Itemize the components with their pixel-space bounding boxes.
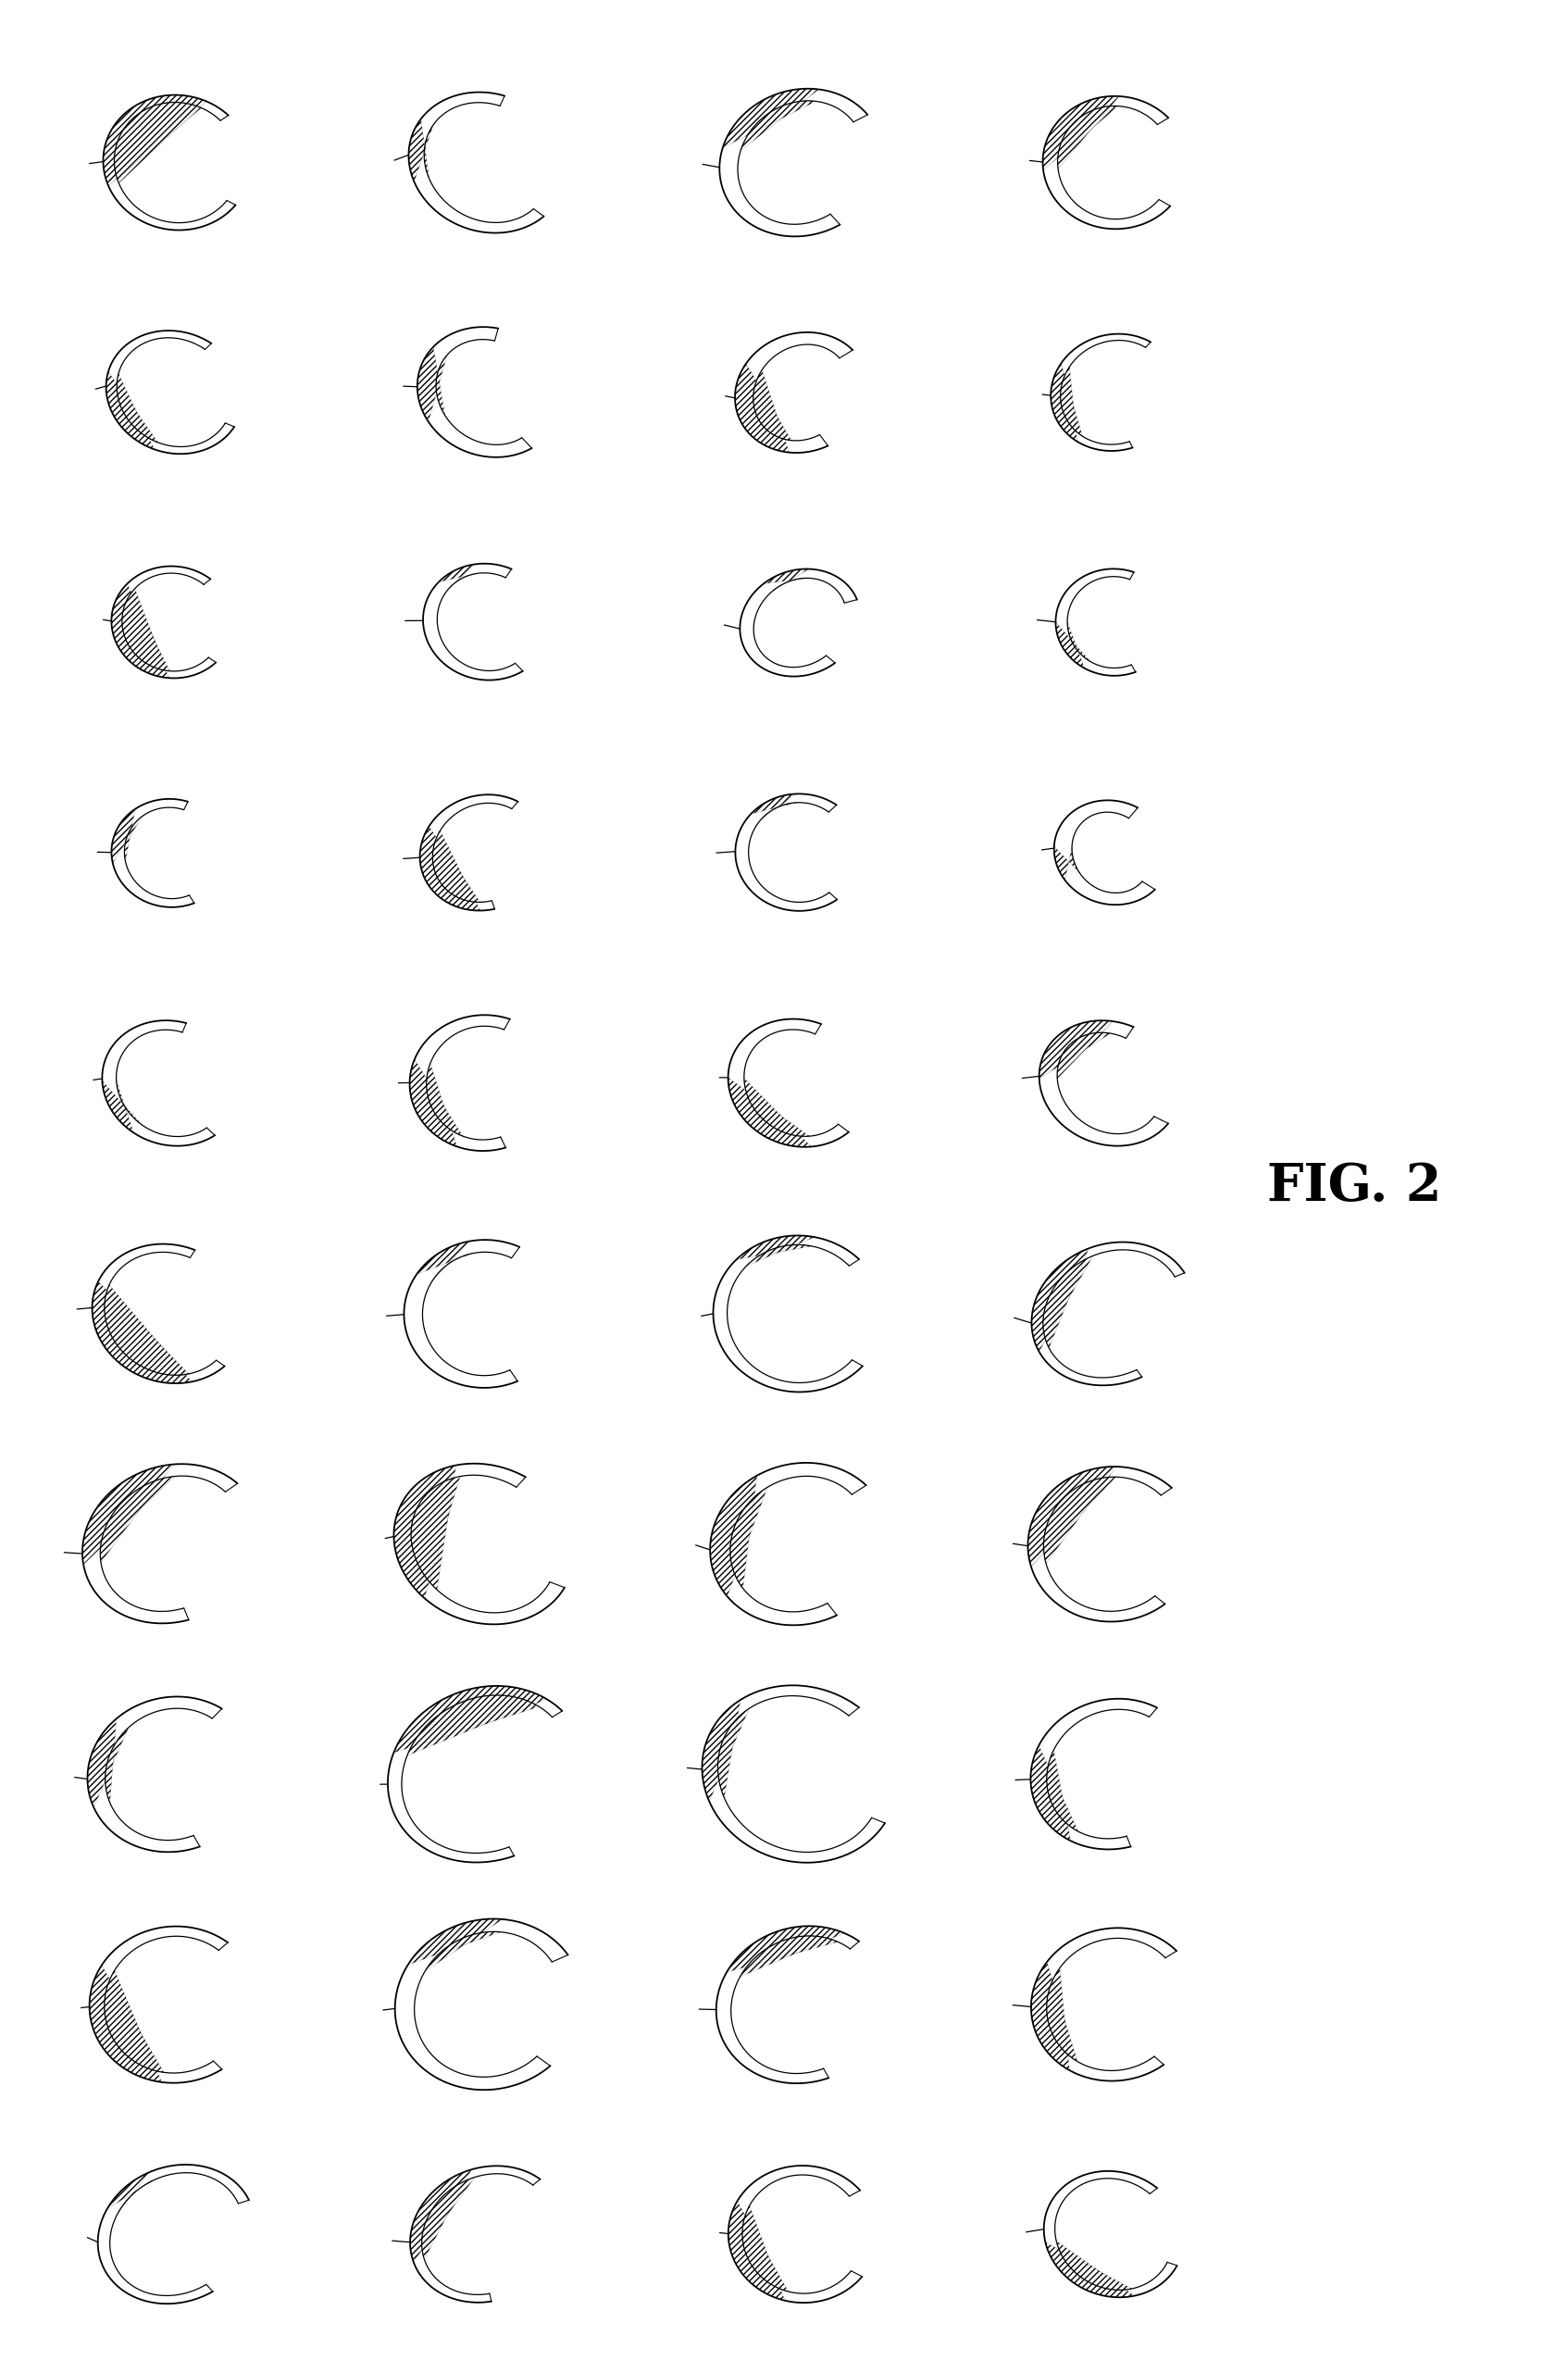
Polygon shape [409, 1058, 463, 1146]
Text: FIG. 2: FIG. 2 [1267, 1160, 1443, 1213]
Polygon shape [1043, 97, 1170, 228]
Polygon shape [1046, 2240, 1135, 2297]
Polygon shape [1030, 1747, 1079, 1841]
Polygon shape [89, 1965, 163, 2081]
Polygon shape [1029, 1467, 1116, 1566]
Polygon shape [1043, 97, 1120, 171]
Polygon shape [107, 330, 234, 453]
Polygon shape [409, 93, 544, 233]
Polygon shape [723, 88, 818, 152]
Polygon shape [1029, 1467, 1171, 1621]
Polygon shape [1055, 570, 1135, 676]
Polygon shape [102, 1020, 215, 1146]
Polygon shape [93, 1281, 191, 1383]
Polygon shape [1032, 1248, 1093, 1353]
Polygon shape [88, 1697, 223, 1851]
Polygon shape [411, 2167, 539, 2302]
Polygon shape [405, 1239, 519, 1388]
Polygon shape [107, 2171, 154, 2212]
Polygon shape [423, 565, 522, 681]
Polygon shape [1040, 1020, 1168, 1146]
Polygon shape [720, 88, 867, 237]
Polygon shape [111, 809, 143, 864]
Polygon shape [737, 1236, 814, 1265]
Polygon shape [88, 1718, 129, 1808]
Polygon shape [1044, 2171, 1178, 2297]
Polygon shape [764, 570, 809, 591]
Polygon shape [710, 1462, 866, 1626]
Polygon shape [713, 1236, 862, 1393]
Polygon shape [728, 2167, 862, 2302]
Polygon shape [394, 1685, 547, 1756]
Polygon shape [735, 795, 837, 911]
Polygon shape [420, 795, 517, 911]
Polygon shape [1054, 800, 1156, 904]
Polygon shape [93, 1243, 224, 1383]
Polygon shape [409, 1016, 510, 1151]
Polygon shape [417, 327, 532, 458]
Polygon shape [1030, 1699, 1157, 1849]
Polygon shape [726, 1927, 844, 1977]
Polygon shape [1032, 1241, 1184, 1386]
Polygon shape [417, 346, 447, 422]
Polygon shape [1040, 1020, 1113, 1080]
Polygon shape [394, 1464, 459, 1597]
Polygon shape [111, 567, 216, 679]
Polygon shape [97, 2164, 249, 2304]
Polygon shape [439, 565, 477, 589]
Polygon shape [710, 1476, 767, 1597]
Polygon shape [728, 1077, 811, 1146]
Polygon shape [735, 363, 792, 453]
Polygon shape [1032, 1962, 1077, 2069]
Polygon shape [702, 1699, 750, 1801]
Polygon shape [751, 795, 797, 819]
Polygon shape [111, 800, 194, 906]
Polygon shape [740, 570, 858, 676]
Polygon shape [420, 826, 480, 911]
Polygon shape [394, 1464, 564, 1623]
Polygon shape [417, 1241, 474, 1281]
Polygon shape [408, 1920, 503, 1972]
Polygon shape [107, 373, 158, 448]
Polygon shape [717, 1927, 859, 2083]
Polygon shape [395, 1920, 568, 2091]
Polygon shape [387, 1685, 563, 1863]
Polygon shape [1032, 1927, 1176, 2081]
Polygon shape [409, 119, 433, 183]
Polygon shape [102, 1080, 143, 1132]
Polygon shape [728, 2202, 789, 2299]
Polygon shape [103, 95, 205, 185]
Polygon shape [83, 1464, 237, 1623]
Polygon shape [1054, 847, 1080, 880]
Polygon shape [702, 1685, 884, 1863]
Polygon shape [1051, 335, 1151, 451]
Polygon shape [411, 2169, 475, 2261]
Polygon shape [728, 1018, 848, 1146]
Polygon shape [89, 1927, 227, 2083]
Polygon shape [111, 584, 169, 679]
Polygon shape [735, 332, 853, 453]
Polygon shape [1051, 363, 1082, 441]
Polygon shape [1055, 622, 1090, 669]
Polygon shape [103, 95, 235, 230]
Polygon shape [83, 1464, 176, 1564]
